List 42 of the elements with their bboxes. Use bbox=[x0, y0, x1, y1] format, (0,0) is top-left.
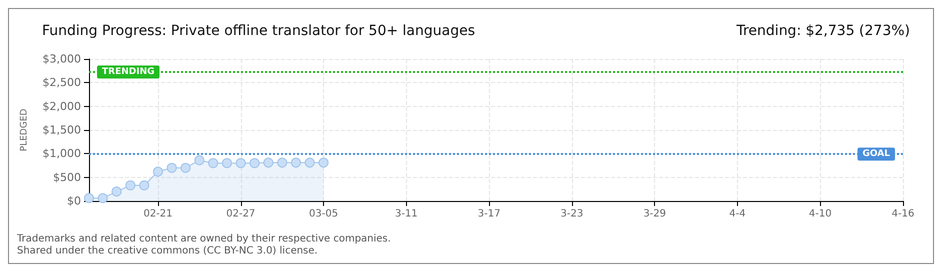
point bbox=[236, 158, 246, 168]
ref-line-label: GOAL bbox=[862, 149, 890, 160]
x-tick-label: 3-17 bbox=[478, 208, 500, 220]
text: Trademarks and related content are owned by their respective companies. bbox=[16, 234, 391, 244]
x-tick-label: 3-29 bbox=[643, 208, 666, 220]
y-tick-label: $500 bbox=[53, 170, 81, 184]
point bbox=[125, 180, 136, 190]
y-axis-title: PLEDGED bbox=[20, 108, 30, 152]
point bbox=[222, 158, 232, 168]
y-tick-label: $2,500 bbox=[42, 76, 81, 90]
point bbox=[152, 166, 163, 177]
text: Shared under the creative commons (CC BY-NC 3.0) license. bbox=[17, 246, 318, 256]
point bbox=[112, 186, 122, 197]
y-tick-label: $0 bbox=[67, 194, 81, 208]
point bbox=[84, 193, 94, 204]
point bbox=[180, 162, 191, 173]
x-tick-label: 3-23 bbox=[560, 208, 584, 220]
point bbox=[166, 162, 177, 173]
point bbox=[208, 158, 218, 168]
chart-title: Funding Progress: Private offline translator for 50+ languages bbox=[42, 23, 476, 39]
point bbox=[290, 158, 301, 168]
point bbox=[98, 193, 108, 204]
x-tick-label: 03-05 bbox=[309, 208, 338, 220]
y-tick-label: $1,500 bbox=[42, 124, 81, 136]
y-tick-label: $2,000 bbox=[42, 100, 81, 113]
point bbox=[304, 158, 315, 168]
chart-subtitle: Trending: $2,735 (273%) bbox=[735, 23, 910, 39]
point bbox=[250, 158, 260, 168]
point bbox=[277, 158, 288, 168]
ref-line-label: TRENDING bbox=[102, 67, 154, 78]
point bbox=[194, 155, 204, 166]
x-tick-label: 02-27 bbox=[226, 208, 256, 220]
point bbox=[263, 158, 274, 168]
x-tick-label: 4-4 bbox=[729, 208, 746, 220]
point bbox=[318, 158, 329, 168]
y-tick-label: $1,000 bbox=[42, 147, 81, 160]
point bbox=[139, 180, 150, 190]
y-tick-label: $3,000 bbox=[42, 52, 81, 66]
x-tick-label: 3-11 bbox=[394, 208, 418, 220]
x-tick-label: 4-10 bbox=[808, 208, 832, 220]
x-tick-label: 4-16 bbox=[892, 208, 914, 220]
x-tick-label: 02-21 bbox=[143, 208, 173, 220]
